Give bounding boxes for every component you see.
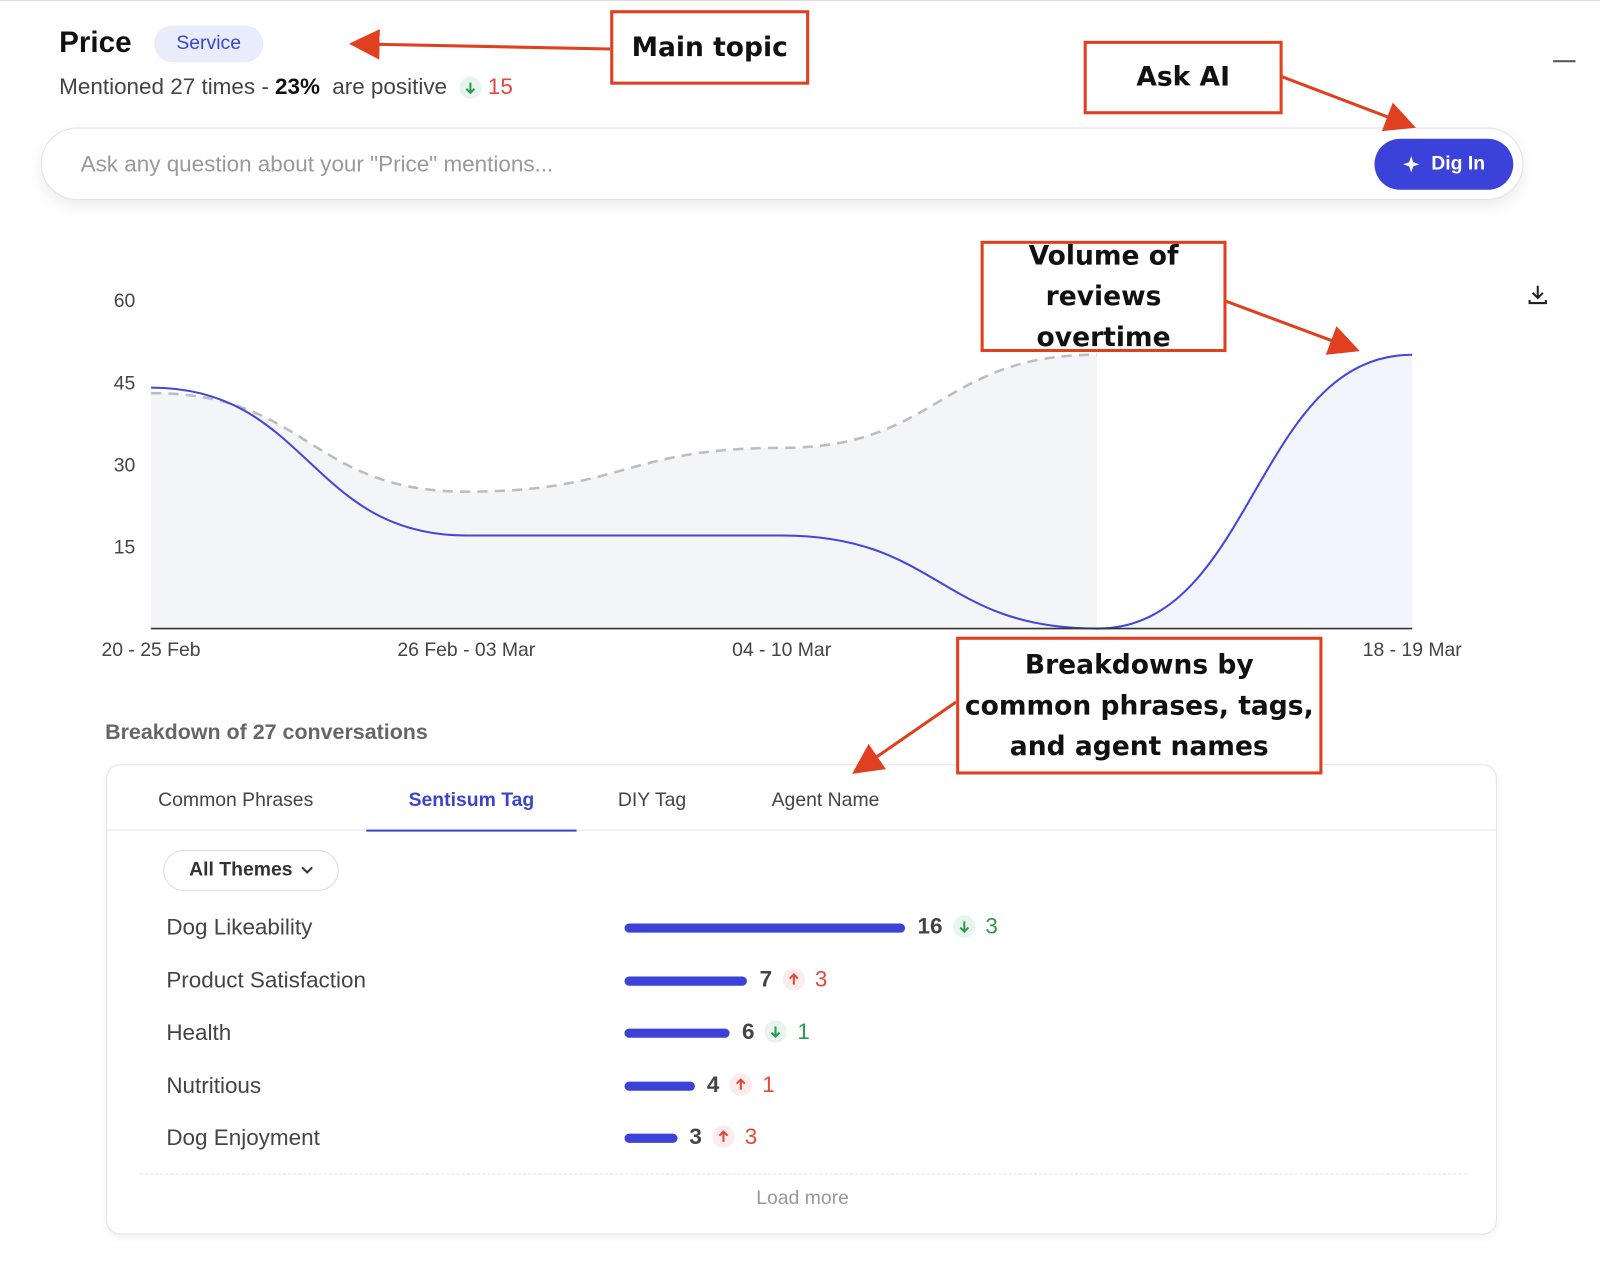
row-change: 1 [762, 1071, 775, 1097]
breakdown-title: Breakdown of 27 conversations [105, 720, 428, 744]
row-label: Dog Enjoyment [166, 1124, 320, 1151]
row-value: 3 [689, 1123, 702, 1150]
line [151, 353, 1413, 630]
row-change: 3 [744, 1123, 758, 1150]
line-area [1096, 354, 1413, 629]
row-label: Dog Likeability [166, 914, 313, 940]
row-label: Health [166, 1019, 232, 1046]
change-value: 15 [487, 73, 513, 99]
trend-icon [952, 915, 976, 938]
mentions: Mentioned 27 times - [59, 73, 276, 99]
theme-filter[interactable]: All Themes [163, 849, 339, 891]
breakdown-card: All Themes Load more Common Phrases Senti… [106, 764, 1497, 1235]
dig-in-button[interactable]: Dig In [1374, 138, 1514, 190]
trend-icon [782, 967, 805, 991]
line [151, 353, 1097, 493]
icon-arrow [465, 82, 476, 95]
annotation: Volume of reviews overtime [980, 240, 1227, 353]
list-divider [139, 1173, 1467, 1175]
trend-icon [712, 1125, 735, 1149]
icon-arrow [788, 972, 799, 985]
y-tick-label: 60 [114, 290, 136, 312]
load-more[interactable]: Load more [756, 1187, 849, 1210]
mention-line: Mentioned 27 times - 23% are positive 15 [59, 73, 513, 100]
collapse-icon[interactable] [1553, 60, 1576, 63]
row-stats: 16 3 [918, 913, 998, 940]
row-change: 1 [797, 1018, 810, 1045]
bar [624, 1081, 695, 1091]
icon-arrow [718, 1130, 729, 1143]
search-placeholder: Ask any question about your "Price" ment… [80, 151, 554, 177]
search-bar[interactable]: Ask any question about your "Price" ment… [40, 127, 1524, 200]
top-border [0, 0, 1600, 2]
arrow-icon [459, 76, 482, 100]
annotation: Main topic [610, 10, 810, 85]
chart: 15 30 45 60 20 - 25 Feb 26 Feb - 03 Mar 04 - 1… [101, 285, 1547, 661]
positive-share: 23% [275, 73, 320, 99]
button-label: Dig In [1431, 153, 1486, 175]
filter-label: All Themes [189, 859, 293, 881]
row-value: 6 [742, 1018, 755, 1045]
trend-icon [729, 1073, 753, 1096]
arrow [1224, 299, 1360, 355]
x-tick-label: 04 - 10 Mar [732, 639, 832, 661]
bar [624, 923, 906, 933]
bar [624, 1028, 730, 1038]
icon-arrow [736, 1077, 746, 1090]
arrow [852, 700, 957, 774]
chevron [300, 866, 313, 874]
y-tick-label: 30 [114, 454, 136, 476]
trend-icon [764, 1020, 788, 1044]
y-tick-label: 15 [114, 537, 136, 559]
tab[interactable]: DIY Tag [617, 789, 687, 812]
sparkle-icon [1402, 156, 1419, 173]
topic-tag: Service [154, 25, 264, 63]
icon-arrow [771, 1026, 781, 1039]
annotation: Breakdowns by common phrases, tags, and … [956, 636, 1323, 775]
row-value: 4 [706, 1071, 720, 1097]
x-tick-label: 18 - 19 Mar [1363, 639, 1463, 661]
row-value: 7 [759, 965, 773, 992]
x-tick-label: 20 - 25 Feb [101, 639, 200, 661]
tab[interactable]: Sentisum Tag [366, 790, 577, 832]
bar [624, 976, 748, 986]
download-icon[interactable] [1528, 285, 1547, 305]
y-tick-label: 45 [114, 372, 136, 394]
topic-title: Price [59, 26, 132, 60]
tab[interactable]: Agent Name [771, 789, 880, 812]
row-label: Product Satisfaction [166, 966, 366, 993]
row-change: 3 [814, 965, 828, 992]
x-tick-label: 26 Feb - 03 Mar [397, 639, 535, 661]
icon-arrow [959, 921, 969, 934]
line-area [151, 354, 1097, 629]
tab[interactable]: Common Phrases [158, 789, 314, 812]
bar [624, 1134, 678, 1144]
positive-text: are positive [332, 73, 448, 99]
arrow [348, 29, 611, 60]
tab-divider [107, 829, 1496, 831]
annotation: Ask AI [1083, 40, 1283, 115]
arrow [1281, 75, 1416, 132]
change-icon [459, 73, 482, 100]
row-change: 3 [985, 913, 998, 939]
row-label: Nutritious [166, 1072, 262, 1098]
row-value: 16 [917, 913, 943, 939]
